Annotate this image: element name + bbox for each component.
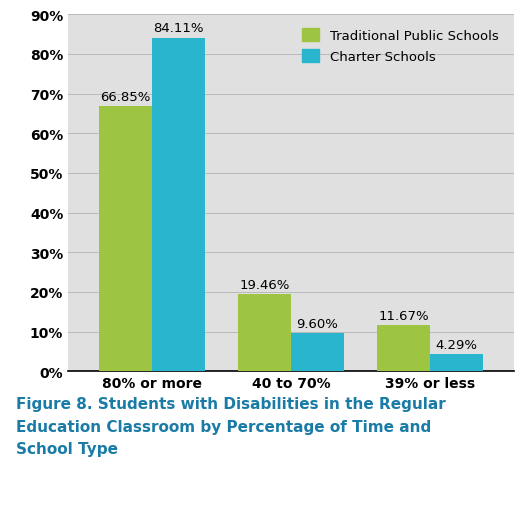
Text: 9.60%: 9.60%: [297, 318, 338, 330]
Bar: [99, 107, 151, 372]
Bar: [291, 333, 344, 372]
Bar: [151, 39, 204, 372]
Text: 84.11%: 84.11%: [153, 22, 203, 36]
Text: 11.67%: 11.67%: [378, 309, 429, 322]
Text: Figure 8. Students with Disabilities in the Regular
Education Classroom by Perce: Figure 8. Students with Disabilities in …: [16, 397, 445, 456]
Bar: [430, 355, 483, 372]
Legend: Traditional Public Schools, Charter Schools: Traditional Public Schools, Charter Scho…: [298, 25, 503, 68]
Text: 19.46%: 19.46%: [239, 278, 290, 291]
Text: 66.85%: 66.85%: [100, 91, 150, 104]
Text: 4.29%: 4.29%: [435, 338, 477, 351]
Bar: [377, 325, 430, 372]
Bar: [238, 295, 291, 372]
